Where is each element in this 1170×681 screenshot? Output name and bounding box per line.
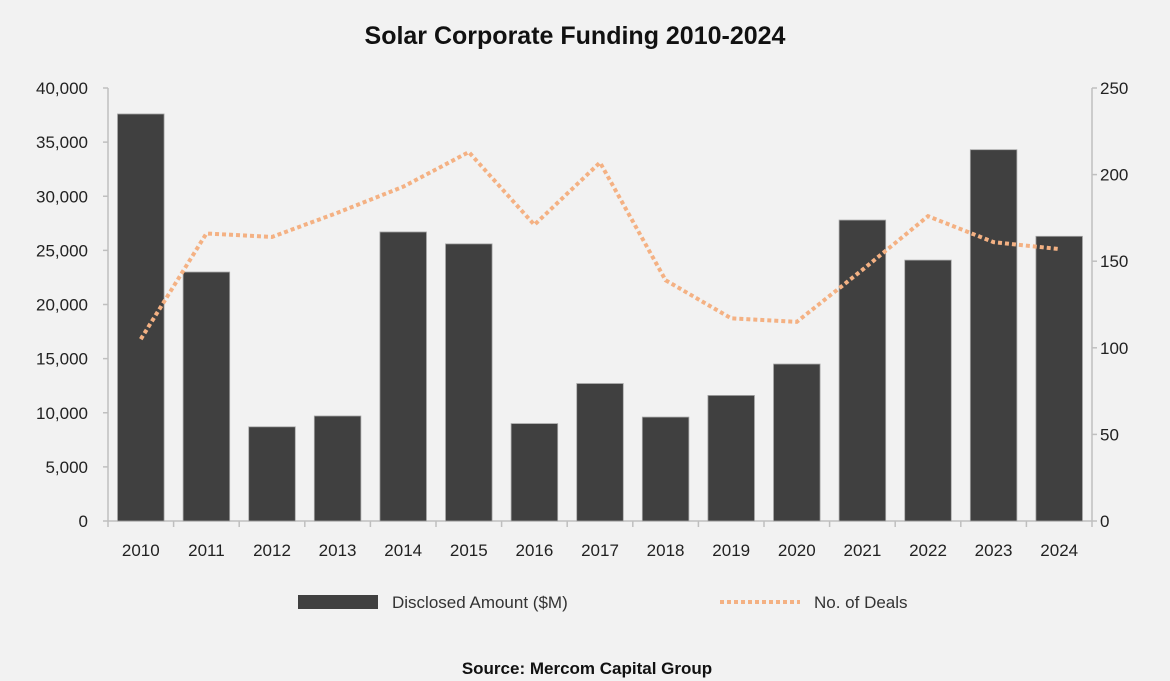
right-tick-label: 0 (1100, 512, 1109, 531)
right-tick-label: 150 (1100, 252, 1128, 271)
axes: 0 5,000 10,000 15,000 20,000 25,000 30,000 35,0… (36, 79, 1128, 560)
x-tick-label: 2012 (253, 541, 291, 560)
bar-2019 (707, 395, 755, 522)
bars (117, 113, 1083, 522)
legend-label-line: No. of Deals (814, 593, 908, 612)
bar-2018 (641, 416, 690, 522)
left-tick-label: 15,000 (36, 350, 88, 369)
x-tick-label: 2015 (450, 541, 488, 560)
x-tick-label: 2016 (515, 541, 553, 560)
x-tick-label: 2024 (1040, 541, 1078, 560)
bar-2010 (117, 113, 165, 522)
x-tick-label: 2014 (384, 541, 422, 560)
chart-title: Solar Corporate Funding 2010-2024 (365, 22, 786, 50)
bar-2015 (445, 243, 493, 522)
right-tick-label: 100 (1100, 339, 1128, 358)
source-note: Source: Mercom Capital Group (462, 659, 712, 678)
bar-2022 (904, 259, 952, 522)
left-tick-label: 20,000 (36, 296, 88, 315)
legend-swatch-bar (298, 595, 378, 609)
bar-2020 (773, 363, 821, 522)
right-tick-label: 250 (1100, 79, 1128, 98)
bar-2014 (379, 231, 427, 522)
x-tick-label: 2019 (712, 541, 750, 560)
x-tick-label: 2010 (122, 541, 160, 560)
left-tick-label: 35,000 (36, 133, 88, 152)
bar-2011 (182, 271, 231, 522)
legend: Disclosed Amount ($M) No. of Deals (298, 593, 908, 612)
bar-2023 (969, 149, 1018, 522)
bar-2016 (510, 423, 559, 522)
x-tick-label: 2021 (843, 541, 881, 560)
right-tick-label: 50 (1100, 425, 1119, 444)
bar-2013 (313, 415, 362, 522)
deals-line (139, 149, 1060, 341)
left-tick-label: 40,000 (36, 79, 88, 98)
bar-2017 (576, 383, 624, 522)
x-tick-label: 2013 (319, 541, 357, 560)
left-tick-label: 25,000 (36, 241, 88, 260)
legend-label-bar: Disclosed Amount ($M) (392, 593, 568, 612)
bar-2012 (248, 426, 296, 522)
x-tick-label: 2011 (188, 541, 225, 560)
bar-2021 (838, 219, 887, 522)
left-tick-label: 0 (79, 512, 88, 531)
left-tick-label: 10,000 (36, 404, 88, 423)
left-tick-label: 5,000 (45, 458, 88, 477)
deals-line-path (139, 149, 1060, 341)
right-tick-label: 200 (1100, 166, 1128, 185)
x-tick-label: 2018 (647, 541, 685, 560)
x-tick-label: 2022 (909, 541, 947, 560)
x-tick-label: 2023 (975, 541, 1013, 560)
x-tick-label: 2020 (778, 541, 816, 560)
left-tick-label: 30,000 (36, 187, 88, 206)
bar-2024 (1035, 235, 1083, 522)
x-tick-label: 2017 (581, 541, 619, 560)
